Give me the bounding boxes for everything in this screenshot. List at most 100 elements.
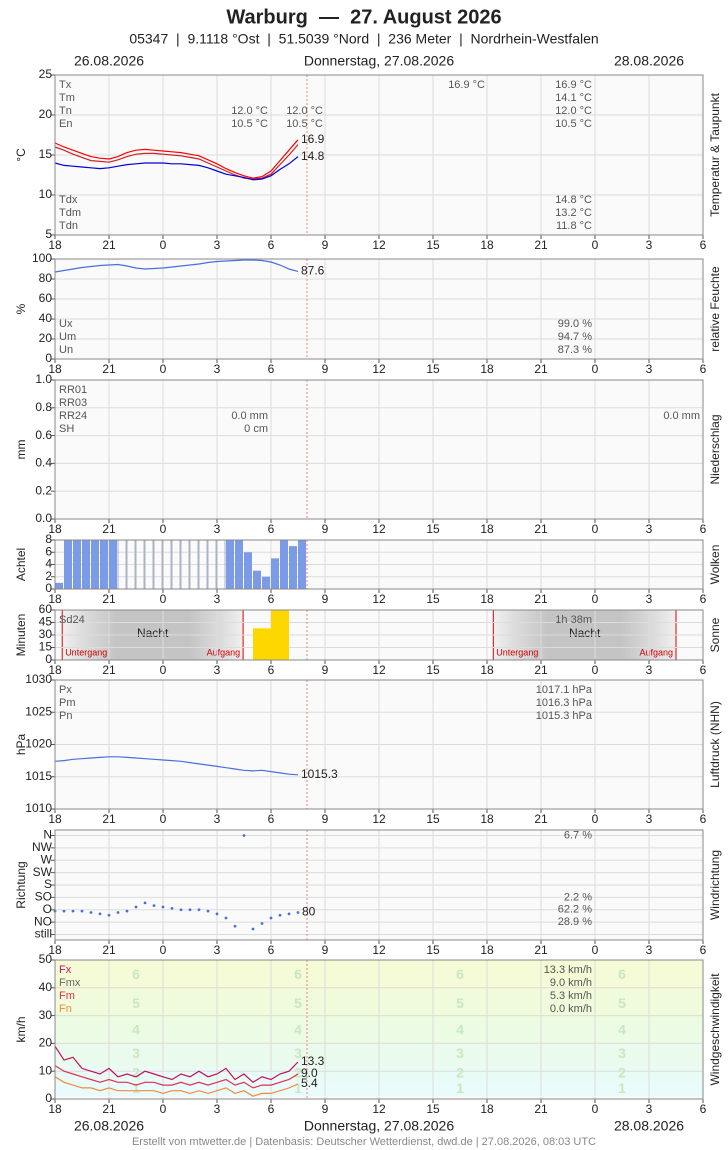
stat-label: Ux xyxy=(59,318,73,330)
panel-title: Windrichtung xyxy=(708,850,722,920)
y-tick-label: 0.0 xyxy=(35,511,52,525)
stat-value: 1015.3 hPa xyxy=(536,710,593,722)
y-tick-label: 6 xyxy=(45,544,52,558)
value-label: 1015.3 xyxy=(301,767,338,781)
x-tick-label: 6 xyxy=(268,362,275,376)
x-tick-label: 18 xyxy=(48,943,62,957)
series-line xyxy=(54,1045,299,1084)
x-tick-label: 15 xyxy=(426,362,440,376)
x-tick-label: 21 xyxy=(102,1102,116,1116)
y-axis-label: Richtung xyxy=(14,861,28,908)
x-tick-label: 21 xyxy=(534,812,548,826)
x-tick-label: 0 xyxy=(592,1102,599,1116)
x-tick-label: 3 xyxy=(214,592,221,606)
y-tick-label: 10 xyxy=(39,1063,53,1077)
beaufort-label: 5 xyxy=(294,995,302,1011)
beaufort-label: 1 xyxy=(294,1080,302,1096)
stat-label: Fx xyxy=(59,964,72,976)
x-tick-label: 18 xyxy=(48,362,62,376)
beaufort-label: 4 xyxy=(132,1022,140,1038)
point xyxy=(62,909,66,913)
date-center: Donnerstag, 27.08.2026 xyxy=(304,53,454,69)
y-tick-label: SO xyxy=(35,890,52,904)
stat-value: 6.7 % xyxy=(564,829,592,841)
bar xyxy=(271,558,279,589)
series-line xyxy=(54,756,299,776)
y-tick-label: 45 xyxy=(39,615,53,629)
subtitle: 05347 | 9.1118 °Ost | 51.5039 °Nord | 23… xyxy=(129,31,598,47)
x-tick-label: 21 xyxy=(102,663,116,677)
night-label: Nacht xyxy=(569,626,601,640)
beaufort-label: 3 xyxy=(618,1045,626,1061)
x-tick-label: 12 xyxy=(372,362,386,376)
beaufort-label: 2 xyxy=(294,1065,302,1081)
x-tick-label: 15 xyxy=(426,592,440,606)
x-tick-label: 6 xyxy=(700,943,707,957)
x-tick-label: 6 xyxy=(268,943,275,957)
stat-value: 10.5 °C xyxy=(231,118,268,130)
stat-value: 11.8 °C xyxy=(556,220,592,232)
y-tick-label: 0.6 xyxy=(35,428,52,442)
sunrise-label: Aufgang xyxy=(639,647,673,657)
y-tick-label: 60 xyxy=(39,602,53,616)
x-tick-label: 12 xyxy=(372,1102,386,1116)
x-tick-label: 0 xyxy=(592,238,599,252)
stat-value: 16.9 °C xyxy=(555,79,592,91)
x-tick-label: 18 xyxy=(480,522,494,536)
point xyxy=(197,908,201,912)
bar xyxy=(64,540,72,589)
x-tick-label: 21 xyxy=(102,812,116,826)
x-tick-label: 21 xyxy=(534,592,548,606)
x-tick-label: 3 xyxy=(214,663,221,677)
y-tick-label: 30 xyxy=(39,627,53,641)
stat-label: En xyxy=(59,118,72,130)
x-tick-label: 18 xyxy=(48,238,62,252)
x-tick-label: 3 xyxy=(646,238,653,252)
point xyxy=(242,834,246,837)
x-tick-label: 12 xyxy=(372,522,386,536)
x-tick-label: 3 xyxy=(646,362,653,376)
value-label: 87.6 xyxy=(301,264,325,278)
x-tick-label: 21 xyxy=(102,943,116,957)
y-tick-label: 60 xyxy=(39,291,53,305)
y-tick-label: 20 xyxy=(39,1036,53,1050)
y-tick-label: 8 xyxy=(45,532,52,546)
footer: Erstellt von mtwetter.de | Datenbasis: D… xyxy=(132,1136,596,1148)
x-tick-label: 15 xyxy=(426,1102,440,1116)
stat-value: 0 cm xyxy=(244,423,268,435)
panel-title: Windgeschwindigkeit xyxy=(708,973,722,1086)
series-line xyxy=(54,1065,299,1089)
point xyxy=(161,905,165,909)
x-tick-label: 18 xyxy=(480,592,494,606)
y-tick-label: 20 xyxy=(39,331,53,345)
stat-label: Tdn xyxy=(59,220,78,232)
bar xyxy=(100,540,108,589)
point xyxy=(152,904,156,908)
y-axis-label: hPa xyxy=(14,734,28,756)
x-tick-label: 12 xyxy=(372,943,386,957)
x-tick-label: 6 xyxy=(268,522,275,536)
bar xyxy=(262,576,270,589)
stat-value: 0.0 km/h xyxy=(550,1003,592,1015)
stat-value: 13.2 °C xyxy=(555,207,592,219)
sunset-label: Untergang xyxy=(496,647,538,657)
x-tick-label: 0 xyxy=(592,943,599,957)
x-tick-label: 9 xyxy=(322,663,329,677)
y-tick-label: N xyxy=(43,828,52,842)
x-tick-label: 6 xyxy=(268,238,275,252)
panel-title: Niederschlag xyxy=(708,414,722,484)
x-tick-label: 0 xyxy=(592,522,599,536)
point xyxy=(98,912,102,916)
x-tick-label: 9 xyxy=(322,238,329,252)
stat-label: Tm xyxy=(59,92,75,104)
date-right: 28.08.2026 xyxy=(614,53,684,69)
x-tick-label: 21 xyxy=(534,663,548,677)
x-tick-label: 21 xyxy=(102,592,116,606)
x-tick-label: 3 xyxy=(646,1102,653,1116)
y-axis-label: Achtel xyxy=(14,548,28,581)
stat-label: Fmx xyxy=(59,977,81,989)
value-label: 16.9 xyxy=(301,132,325,146)
x-tick-label: 21 xyxy=(102,238,116,252)
y-tick-label: 1.0 xyxy=(35,372,52,386)
